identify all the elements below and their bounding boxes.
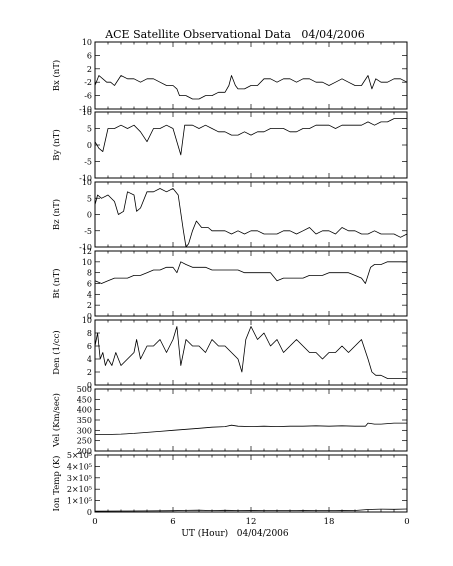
y-tick-label: 2 (87, 368, 92, 377)
y-tick-label: 200 (77, 447, 92, 456)
series-line-bx (94, 75, 408, 100)
y-tick-label: 10 (82, 258, 92, 267)
y-tick-label: -2 (84, 78, 92, 87)
y-tick-label: 6 (87, 280, 92, 289)
y-tick-label: 8 (87, 269, 92, 278)
y-tick-label: 0 (87, 381, 92, 390)
series-line-bz (94, 188, 408, 248)
panel-frame-bz (94, 181, 408, 248)
series-line-bt (94, 261, 407, 284)
y-tick-label: 6 (87, 342, 92, 351)
y-tick-label: -10 (79, 174, 92, 183)
x-tick-label: 0 (92, 517, 97, 527)
y-tick-label: 450 (77, 395, 92, 404)
y-axis-label-vel: Vel (Km/sec) (51, 393, 62, 448)
y-axis-label-bt: Bt (nT) (51, 268, 62, 298)
panel-frame-bx (94, 41, 408, 110)
y-tick-label: 0 (87, 508, 92, 517)
panel-frame-den (94, 319, 408, 386)
panel-temp: 5×10⁵ 4×10⁵ 3×10⁵ 2×10⁵ 1×10⁵ 0 Ion Temp (K) (51, 451, 408, 517)
y-tick-label: -5 (84, 158, 92, 167)
y-tick-label: 300 (77, 426, 92, 435)
y-tick-label: 0 (87, 141, 92, 150)
panels: 10 6 2 -2 -6 -10 Bx (nT) 10 5 0 -5 -10 By (nT) 10 5 0 -5… (51, 38, 408, 517)
y-tick-label: 10 (82, 178, 92, 187)
chart-title: ACE Satellite Observational Data 04/04/2… (104, 28, 365, 41)
y-tick-label: 0 (87, 312, 92, 321)
y-tick-label: 2×10⁵ (67, 485, 92, 494)
y-axis-label-bz: Bz (nT) (51, 199, 62, 230)
y-axis-label-bx: Bx (nT) (51, 60, 62, 92)
y-tick-label: 3×10⁵ (67, 474, 92, 483)
x-tick-label: 6 (170, 517, 175, 527)
panel-den: 10 8 6 4 2 0 Den (1/cc) (51, 316, 408, 390)
panel-bz: 10 5 0 -5 -10 Bz (nT) (51, 178, 408, 252)
y-tick-label: 5 (87, 125, 92, 134)
y-tick-label: 0 (87, 211, 92, 220)
y-tick-label: 250 (77, 437, 92, 446)
y-tick-label: 10 (82, 38, 92, 47)
y-tick-label: 4 (87, 290, 92, 299)
panel-frame-vel (94, 388, 408, 452)
y-tick-label: 1×10⁵ (67, 497, 92, 506)
y-tick-label: 2 (87, 65, 92, 74)
y-tick-label: 6 (87, 51, 92, 60)
x-tick-label: 18 (324, 517, 335, 527)
series-line-den (94, 326, 407, 379)
y-tick-label: 12 (82, 247, 92, 256)
y-tick-label: 4×10⁵ (67, 462, 92, 471)
y-tick-label: 4 (87, 355, 92, 364)
y-tick-label: 10 (82, 316, 92, 325)
panel-bt: 12 10 8 64 2 0 Bt (nT) (51, 247, 408, 321)
series-line-by (94, 118, 407, 156)
y-tick-label: -10 (79, 105, 92, 114)
series-line-temp (94, 508, 408, 512)
y-axis-label-den: Den (1/cc) (51, 330, 62, 374)
panel-frame-temp (94, 454, 408, 513)
panel-by: 10 5 0 -5 -10 By (nT) (51, 108, 408, 183)
y-tick-label: 10 (82, 108, 92, 117)
y-tick-label: -5 (84, 227, 92, 236)
series-line-vel (95, 422, 407, 435)
y-tick-label: 5 (87, 194, 92, 203)
x-axis-label: UT (Hour) 04/04/2006 (181, 528, 289, 539)
y-axis-label-temp: Ion Temp (K) (51, 456, 62, 512)
y-axis-label-by: By (nT) (51, 129, 62, 161)
y-tick-label: 350 (77, 416, 92, 425)
y-tick-label: 8 (87, 329, 92, 338)
y-tick-label: 400 (77, 406, 92, 415)
y-tick-label: 2 (87, 301, 92, 310)
y-tick-label: 500 (77, 385, 92, 394)
panel-frame-bt (94, 250, 408, 317)
y-tick-label: 5×10⁵ (67, 451, 92, 460)
x-tick-labels: 0 6 12 18 0 (92, 517, 409, 527)
y-tick-label: -10 (79, 243, 92, 252)
x-tick-label: 12 (246, 517, 257, 527)
y-tick-label: -6 (84, 92, 92, 101)
panel-bx: 10 6 2 -2 -6 -10 Bx (nT) (51, 38, 408, 114)
panel-frame-by (94, 111, 408, 179)
x-tick-label: 0 (404, 517, 409, 527)
